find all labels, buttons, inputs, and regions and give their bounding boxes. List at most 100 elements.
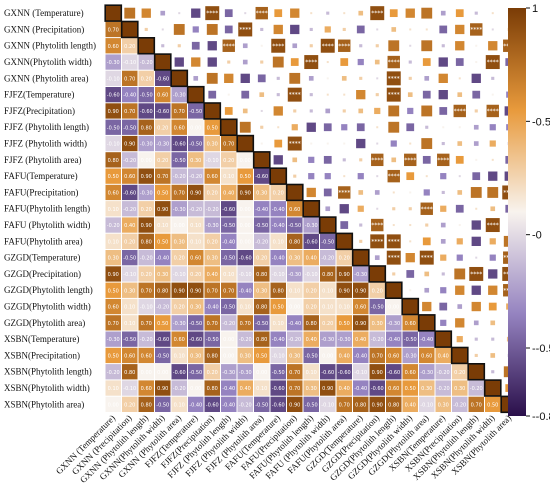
cell-value: -0.40 — [354, 386, 367, 392]
cell-value: 0.30 — [289, 256, 300, 262]
cell-value: 0.60 — [405, 321, 416, 327]
upper-cell-square — [438, 73, 448, 83]
heatmap-cell — [353, 331, 369, 347]
heatmap-cell — [485, 396, 501, 412]
heatmap-cell — [237, 347, 253, 364]
heatmap-cell — [204, 168, 220, 184]
upper-cell-square — [242, 59, 248, 65]
heatmap-cell — [188, 266, 204, 282]
upper-cell-square — [326, 61, 329, 64]
heatmap-cell — [353, 396, 369, 412]
diagonal-outline — [351, 248, 370, 267]
upper-cell-square — [287, 136, 302, 151]
heatmap-cell — [320, 396, 336, 412]
upper-cell-square — [177, 44, 181, 48]
heatmap-cell — [155, 184, 171, 201]
heatmap-cell — [138, 168, 154, 184]
cell-value: 0.80 — [141, 239, 152, 245]
upper-cell-square — [276, 76, 280, 80]
heatmap-cell — [188, 103, 204, 119]
upper-cell-square — [441, 272, 445, 276]
heatmap-cell — [435, 396, 451, 412]
heatmap-cell — [221, 168, 237, 184]
cell-value: -0.10 — [354, 370, 367, 376]
column-labels: GXNN (Temperature)GXNN (Precipitation)GX… — [54, 413, 513, 485]
upper-cell-square — [310, 12, 313, 15]
cell-value: 0.60 — [108, 44, 119, 50]
heatmap-cell — [237, 380, 253, 396]
cell-value: -0.20 — [470, 386, 483, 392]
cell-value: 0.30 — [256, 190, 267, 196]
heatmap-cell — [336, 364, 352, 380]
cell-value: -0.10 — [123, 60, 136, 66]
cell-value: 0.50 — [157, 239, 168, 245]
diagonal-outline — [401, 297, 420, 316]
cell-value: 0.00 — [256, 370, 267, 376]
row-label: FAFU(Temperature) — [4, 171, 78, 181]
heatmap-cell — [369, 380, 385, 396]
cell-value: -0.60 — [140, 109, 153, 115]
heatmap-cell — [221, 266, 237, 282]
cell-value: -0.50 — [371, 305, 384, 311]
cell-value: -0.30 — [156, 142, 169, 148]
heatmap-cell — [402, 298, 419, 315]
cell-value: -0.40 — [420, 337, 433, 343]
cell-value: 0.90 — [355, 321, 366, 327]
row-label: GZGD(Temperature) — [4, 253, 80, 263]
cell-value: -0.40 — [387, 337, 400, 343]
cell-value: 0.90 — [372, 402, 383, 408]
cell-value: -0.20 — [140, 60, 153, 66]
upper-cell-square — [376, 77, 379, 80]
heatmap-cell — [121, 21, 138, 38]
upper-cell-square — [425, 28, 428, 31]
upper-cell-square — [276, 93, 280, 97]
heatmap-cell — [138, 347, 154, 364]
upper-cell-square — [491, 370, 495, 374]
cell-value: 0.60 — [141, 353, 152, 359]
cell-value: -0.20 — [239, 402, 252, 408]
row-label: GXNN(Phytolith width) — [4, 57, 92, 67]
heatmap-cell — [171, 152, 187, 168]
upper-cell-square — [421, 105, 433, 117]
upper-cell-square — [359, 223, 363, 227]
significance-star: **** — [371, 238, 383, 245]
cell-value: 0.90 — [157, 386, 168, 392]
upper-cell-square — [371, 218, 384, 232]
upper-cell-square — [475, 158, 478, 161]
cell-value: 0.20 — [124, 402, 135, 408]
significance-star: **** — [272, 43, 284, 50]
heatmap-cell — [237, 201, 253, 217]
upper-cell-square — [425, 175, 428, 178]
cell-value: 0.10 — [157, 223, 168, 229]
heatmap-cell — [122, 380, 138, 396]
upper-cell-square — [273, 155, 283, 165]
cell-value: -0.20 — [288, 337, 301, 343]
upper-cell-square — [440, 205, 447, 212]
upper-cell-square — [358, 190, 364, 195]
cell-value: -0.60 — [305, 239, 318, 245]
heatmap-cell — [435, 331, 452, 348]
heatmap-cell — [122, 119, 138, 135]
significance-star: **** — [388, 59, 400, 66]
heatmap-cell — [204, 396, 220, 412]
cell-value: 0.50 — [339, 321, 350, 327]
heatmap-cell — [122, 38, 138, 54]
cell-value: 0.00 — [289, 305, 300, 311]
heatmap-cell — [270, 347, 286, 364]
cell-value: -0.60 — [371, 386, 384, 392]
upper-cell-square — [470, 23, 483, 36]
upper-cell-square — [260, 125, 264, 129]
upper-cell-square — [259, 92, 265, 97]
cell-value: 0.00 — [141, 158, 152, 164]
heatmap-cell — [188, 119, 204, 135]
cell-value: 0.60 — [124, 353, 135, 359]
heatmap-cell — [155, 396, 171, 412]
cell-value: 0.00 — [388, 305, 399, 311]
heatmap-cell — [254, 282, 270, 298]
cell-value: 0.50 — [108, 174, 119, 180]
cell-value: -0.40 — [189, 402, 202, 408]
heatmap-cell — [270, 168, 287, 185]
upper-cell-square — [440, 10, 446, 16]
cell-value: 0.10 — [124, 305, 135, 311]
cell-value: 0.90 — [157, 207, 168, 213]
